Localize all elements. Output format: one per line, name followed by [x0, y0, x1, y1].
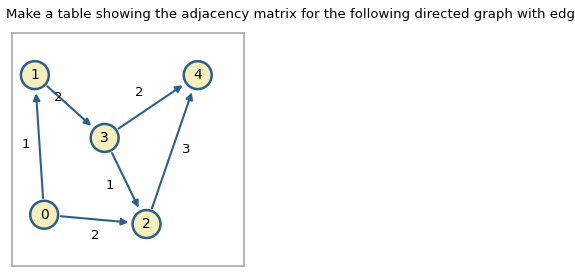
Circle shape [133, 210, 160, 238]
Text: 3: 3 [182, 143, 190, 156]
Text: Make a table showing the adjacency matrix for the following directed graph with : Make a table showing the adjacency matri… [6, 8, 575, 21]
Circle shape [91, 124, 118, 152]
Circle shape [21, 61, 49, 89]
Text: 1: 1 [21, 138, 30, 152]
Text: 3: 3 [100, 131, 109, 145]
Circle shape [30, 201, 58, 229]
Text: 0: 0 [40, 208, 48, 222]
Text: 1: 1 [30, 68, 39, 82]
Circle shape [184, 61, 212, 89]
Text: 4: 4 [193, 68, 202, 82]
Text: 2: 2 [135, 86, 144, 99]
Text: 2: 2 [54, 91, 62, 104]
Text: 1: 1 [105, 179, 114, 192]
Text: 2: 2 [91, 229, 99, 242]
Text: 2: 2 [142, 217, 151, 231]
